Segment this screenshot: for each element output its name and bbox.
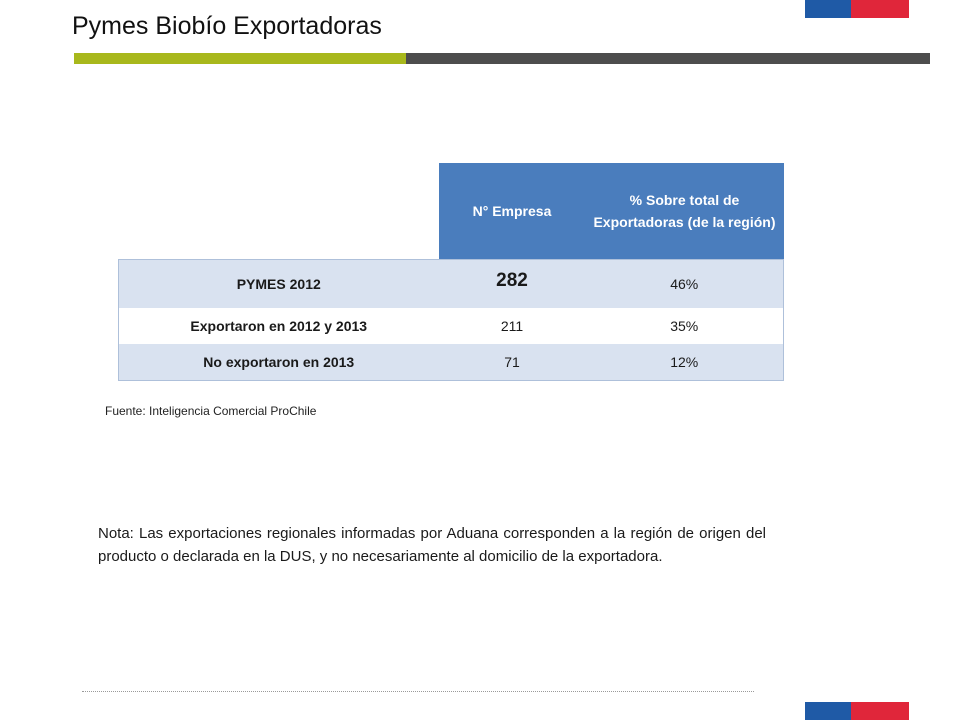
flag-red-block	[851, 0, 909, 18]
table-row: Exportaron en 2012 y 2013 211 35%	[118, 308, 784, 344]
row-percent: 12%	[585, 344, 784, 381]
accent-rule-green	[74, 53, 406, 64]
table-header-percent: % Sobre total de Exportadoras (de la reg…	[585, 163, 784, 260]
row-percent: 46%	[585, 259, 784, 308]
row-percent: 35%	[585, 308, 784, 344]
table-header-empty	[119, 163, 439, 260]
flag-stripe-top	[805, 0, 909, 18]
flag-blue-block	[805, 702, 851, 720]
table-header-count: N° Empresa	[438, 163, 586, 260]
row-count: 282	[438, 259, 586, 308]
page-title: Pymes Biobío Exportadoras	[72, 12, 382, 40]
flag-blue-block	[805, 0, 851, 18]
row-label: No exportaron en 2013	[118, 344, 439, 381]
flag-red-block	[851, 702, 909, 720]
table-row: No exportaron en 2013 71 12%	[118, 344, 784, 381]
accent-rule-gray	[406, 53, 930, 64]
row-count: 211	[438, 308, 586, 344]
footer-divider	[82, 691, 754, 692]
flag-stripe-bottom	[805, 702, 909, 720]
note-paragraph: Nota: Las exportaciones regionales infor…	[98, 525, 766, 565]
row-count: 71	[438, 344, 586, 381]
table-row: PYMES 2012 282 46%	[118, 259, 784, 308]
table-header-row: N° Empresa % Sobre total de Exportadoras…	[119, 163, 784, 260]
source-caption: Fuente: Inteligencia Comercial ProChile	[105, 404, 317, 418]
row-label: Exportaron en 2012 y 2013	[118, 308, 439, 344]
exporters-table: N° Empresa % Sobre total de Exportadoras…	[118, 163, 784, 381]
row-label: PYMES 2012	[118, 259, 439, 308]
